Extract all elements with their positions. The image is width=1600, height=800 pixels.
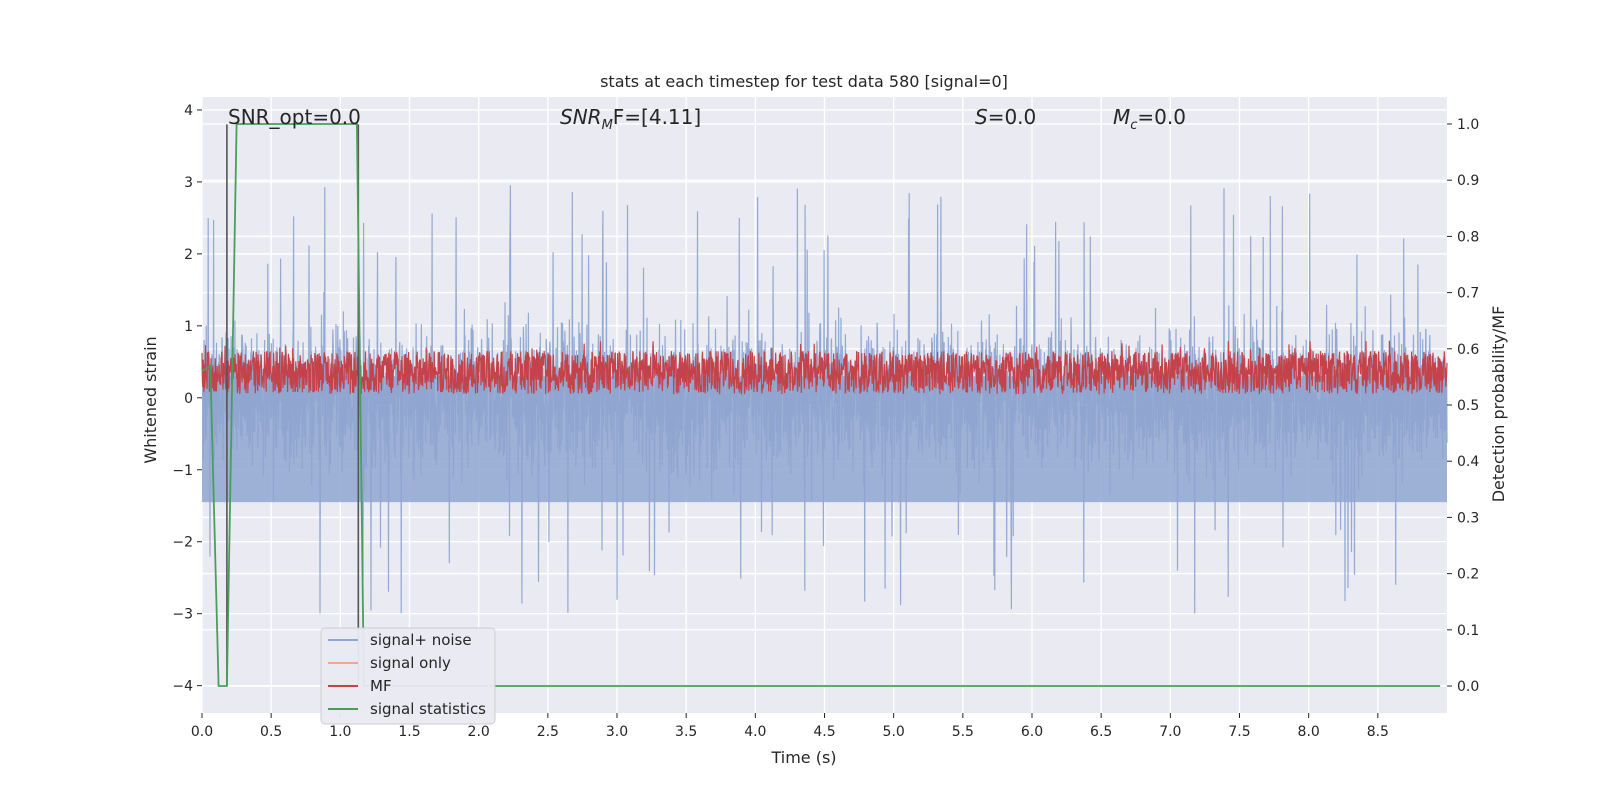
y-tick-label: −3	[172, 607, 193, 623]
series-signal-statistics	[201, 123, 1441, 687]
x-tick-label: 4.0	[744, 724, 766, 740]
annotation-symbol: M	[1113, 105, 1130, 129]
y-tick-label: 0	[184, 391, 193, 407]
legend-label: MF	[370, 677, 392, 695]
y-tick-label: 3	[184, 175, 193, 191]
y-tick-label: −4	[172, 679, 193, 695]
x-tick-label: 3.5	[675, 724, 697, 740]
y-tick-label: 1	[184, 319, 193, 335]
legend-box	[320, 627, 496, 725]
legend-label: signal+ noise	[370, 631, 472, 649]
x-tick-label: 5.5	[952, 724, 974, 740]
annotation: S=0.0	[975, 105, 1036, 129]
series-layer	[201, 123, 1448, 687]
annotation-symbol: SNR	[560, 105, 602, 129]
y-right-tick-label: 0.1	[1457, 623, 1479, 639]
chart-title: stats at each timestep for test data 580…	[600, 72, 1008, 91]
annotation-subscript: c	[1130, 118, 1137, 133]
y-tick-label: 4	[184, 103, 193, 119]
x-tick-label: 1.5	[398, 724, 420, 740]
x-tick-label: 4.5	[813, 724, 835, 740]
y-right-tick-label: 0.6	[1457, 342, 1479, 358]
x-tick-label: 5.0	[883, 724, 905, 740]
annotation-value: =0.0	[1137, 105, 1186, 129]
y-right-tick-label: 0.0	[1457, 679, 1479, 695]
y-right-tick-label: 0.7	[1457, 286, 1479, 302]
annotations: SNR_opt=0.0 SNRMF=[4.11] S=0.0 Mc=0.0	[228, 105, 1186, 133]
x-tick-label: 7.5	[1228, 724, 1250, 740]
y-right-tick-label: 0.3	[1457, 510, 1479, 526]
x-tick-label: 0.5	[260, 724, 282, 740]
x-tick-label: 8.0	[1298, 724, 1320, 740]
series-mf	[201, 340, 1448, 396]
y-axis-label: Whitened strain	[141, 336, 160, 463]
annotation-symbol: SNR_opt=0.0	[228, 105, 361, 129]
y-tick-label: 2	[184, 247, 193, 263]
legend-label: signal statistics	[370, 700, 486, 718]
y-axis-right-label: Detection probability/MF	[1489, 306, 1508, 503]
x-tick-label: 8.5	[1367, 724, 1389, 740]
x-tick-label: 3.0	[606, 724, 628, 740]
annotation: Mc=0.0	[1113, 105, 1186, 133]
series-signal-noise-core	[202, 376, 1447, 503]
y-right-tick-label: 0.9	[1457, 173, 1479, 189]
x-tick-label: 2.5	[537, 724, 559, 740]
y-tick-label: −1	[172, 463, 193, 479]
annotation-value: =0.0	[988, 105, 1037, 129]
x-tick-label: 0.0	[191, 724, 213, 740]
x-axis-label: Time (s)	[770, 748, 836, 767]
axes-layer: 0.0 0.5 1.0 1.5 2.0 2.5 3.0 3.5 4.0 4.5 5.0 5.5 6.0 6…	[172, 103, 1479, 740]
x-tick-label: 1.0	[329, 724, 351, 740]
annotation-subscript: M	[602, 118, 613, 133]
legend: signal+ noise signal only MF signal statist…	[320, 627, 496, 725]
annotation-value: F=[4.11]	[613, 105, 701, 129]
x-tick-label: 2.0	[468, 724, 490, 740]
y-right-tick-label: 1.0	[1457, 117, 1479, 133]
x-tick-label: 6.0	[1021, 724, 1043, 740]
x-tick-label: 7.0	[1159, 724, 1181, 740]
y-right-tick-label: 0.8	[1457, 229, 1479, 245]
x-tick-label: 6.5	[1090, 724, 1112, 740]
annotation-symbol: S	[975, 105, 988, 129]
y-right-tick-label: 0.5	[1457, 398, 1479, 414]
legend-label: signal only	[370, 654, 451, 672]
y-tick-label: −2	[172, 535, 193, 551]
y-right-tick-label: 0.2	[1457, 567, 1479, 583]
annotation: SNR_opt=0.0	[228, 105, 361, 129]
annotation: SNRMF=[4.11]	[560, 105, 701, 133]
y-right-tick-label: 0.4	[1457, 454, 1479, 470]
